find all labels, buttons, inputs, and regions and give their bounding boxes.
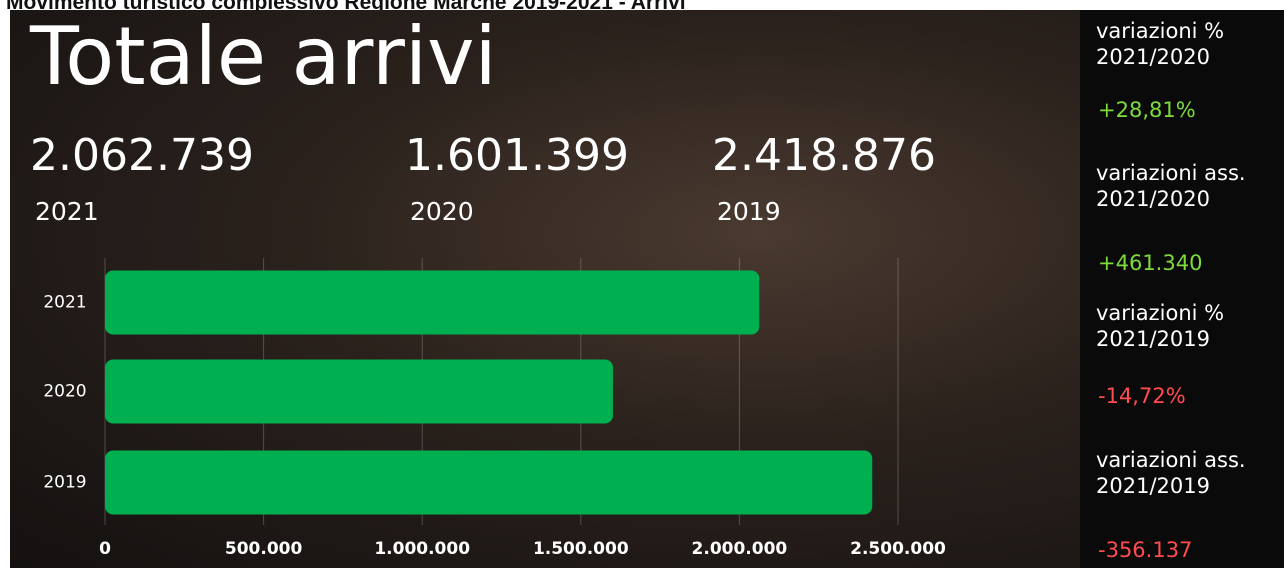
stat-label: variazioni % 2021/2019 (1096, 300, 1264, 352)
x-tick-label: 500.000 (225, 539, 303, 559)
headline-value: 2.062.739 (30, 130, 254, 181)
headline-year: 2021 (35, 197, 99, 226)
x-tick-label: 2.000.000 (692, 539, 788, 559)
stat-label: variazioni ass. 2021/2020 (1096, 160, 1264, 212)
y-tick-label: 2019 (43, 473, 86, 493)
y-tick-label: 2020 (43, 382, 86, 402)
chart: Totale arrivi 2.062.739 2021 1.601.399 2020… (10, 10, 1080, 568)
page: {"page_title": "Movimento turistico comp… (0, 0, 1284, 568)
bar (105, 360, 613, 424)
stat-label: variazioni % 2021/2020 (1096, 18, 1264, 70)
x-tick-label: 1.500.000 (533, 539, 629, 559)
stat-value: +28,81% (1098, 98, 1196, 122)
bar (105, 271, 759, 335)
stat-value: -14,72% (1098, 384, 1186, 408)
x-tick-label: 2.500.000 (850, 539, 946, 559)
x-tick-label: 0 (99, 539, 111, 559)
stat-label: variazioni ass. 2021/2019 (1096, 447, 1264, 499)
y-tick-label: 2021 (43, 293, 86, 313)
headline-year: 2019 (717, 197, 781, 226)
stat-value: +461.340 (1098, 251, 1202, 275)
stat-value: -356.137 (1098, 538, 1192, 562)
chart-title: Totale arrivi (29, 10, 497, 103)
x-tick-label: 1.000.000 (374, 539, 470, 559)
stats-panel: variazioni % 2021/2020 +28,81% variazioni … (1080, 10, 1284, 568)
chart-panel: Totale arrivi 2.062.739 2021 1.601.399 2020… (10, 10, 1080, 568)
headline-value: 2.418.876 (712, 130, 936, 181)
bar (105, 451, 872, 515)
headline-value: 1.601.399 (405, 130, 629, 181)
headline-year: 2020 (410, 197, 474, 226)
